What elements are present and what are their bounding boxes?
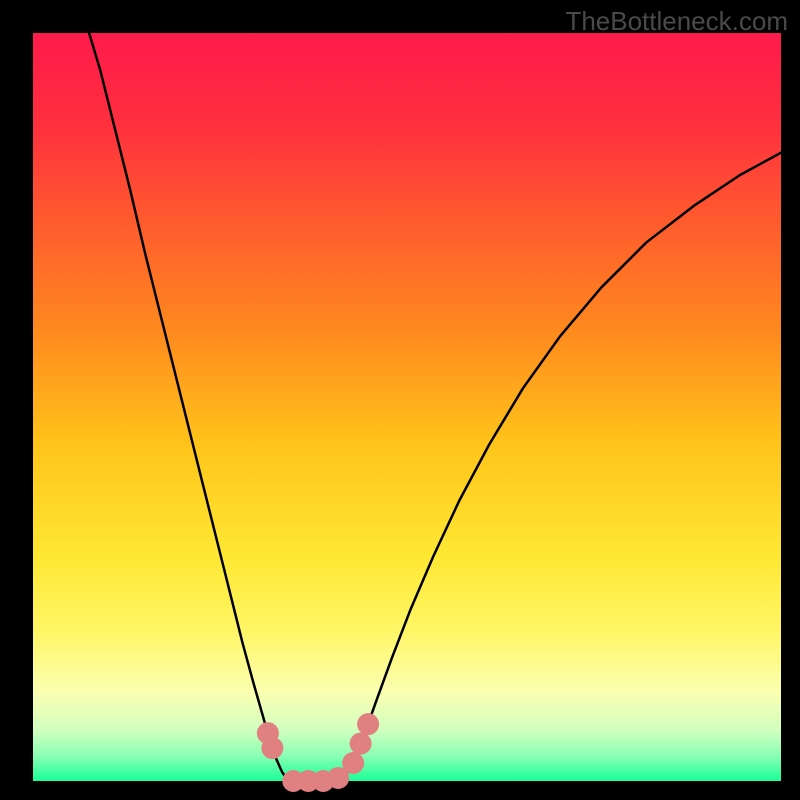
marker-dot: [357, 713, 379, 735]
marker-dot: [350, 733, 372, 755]
marker-dot: [261, 737, 283, 759]
marker-dot: [342, 752, 364, 774]
chart-svg: [0, 0, 800, 800]
curve-right: [332, 153, 781, 781]
curve-left: [89, 33, 295, 781]
root-container: TheBottleneck.com: [0, 0, 800, 800]
watermark-text: TheBottleneck.com: [565, 6, 788, 37]
